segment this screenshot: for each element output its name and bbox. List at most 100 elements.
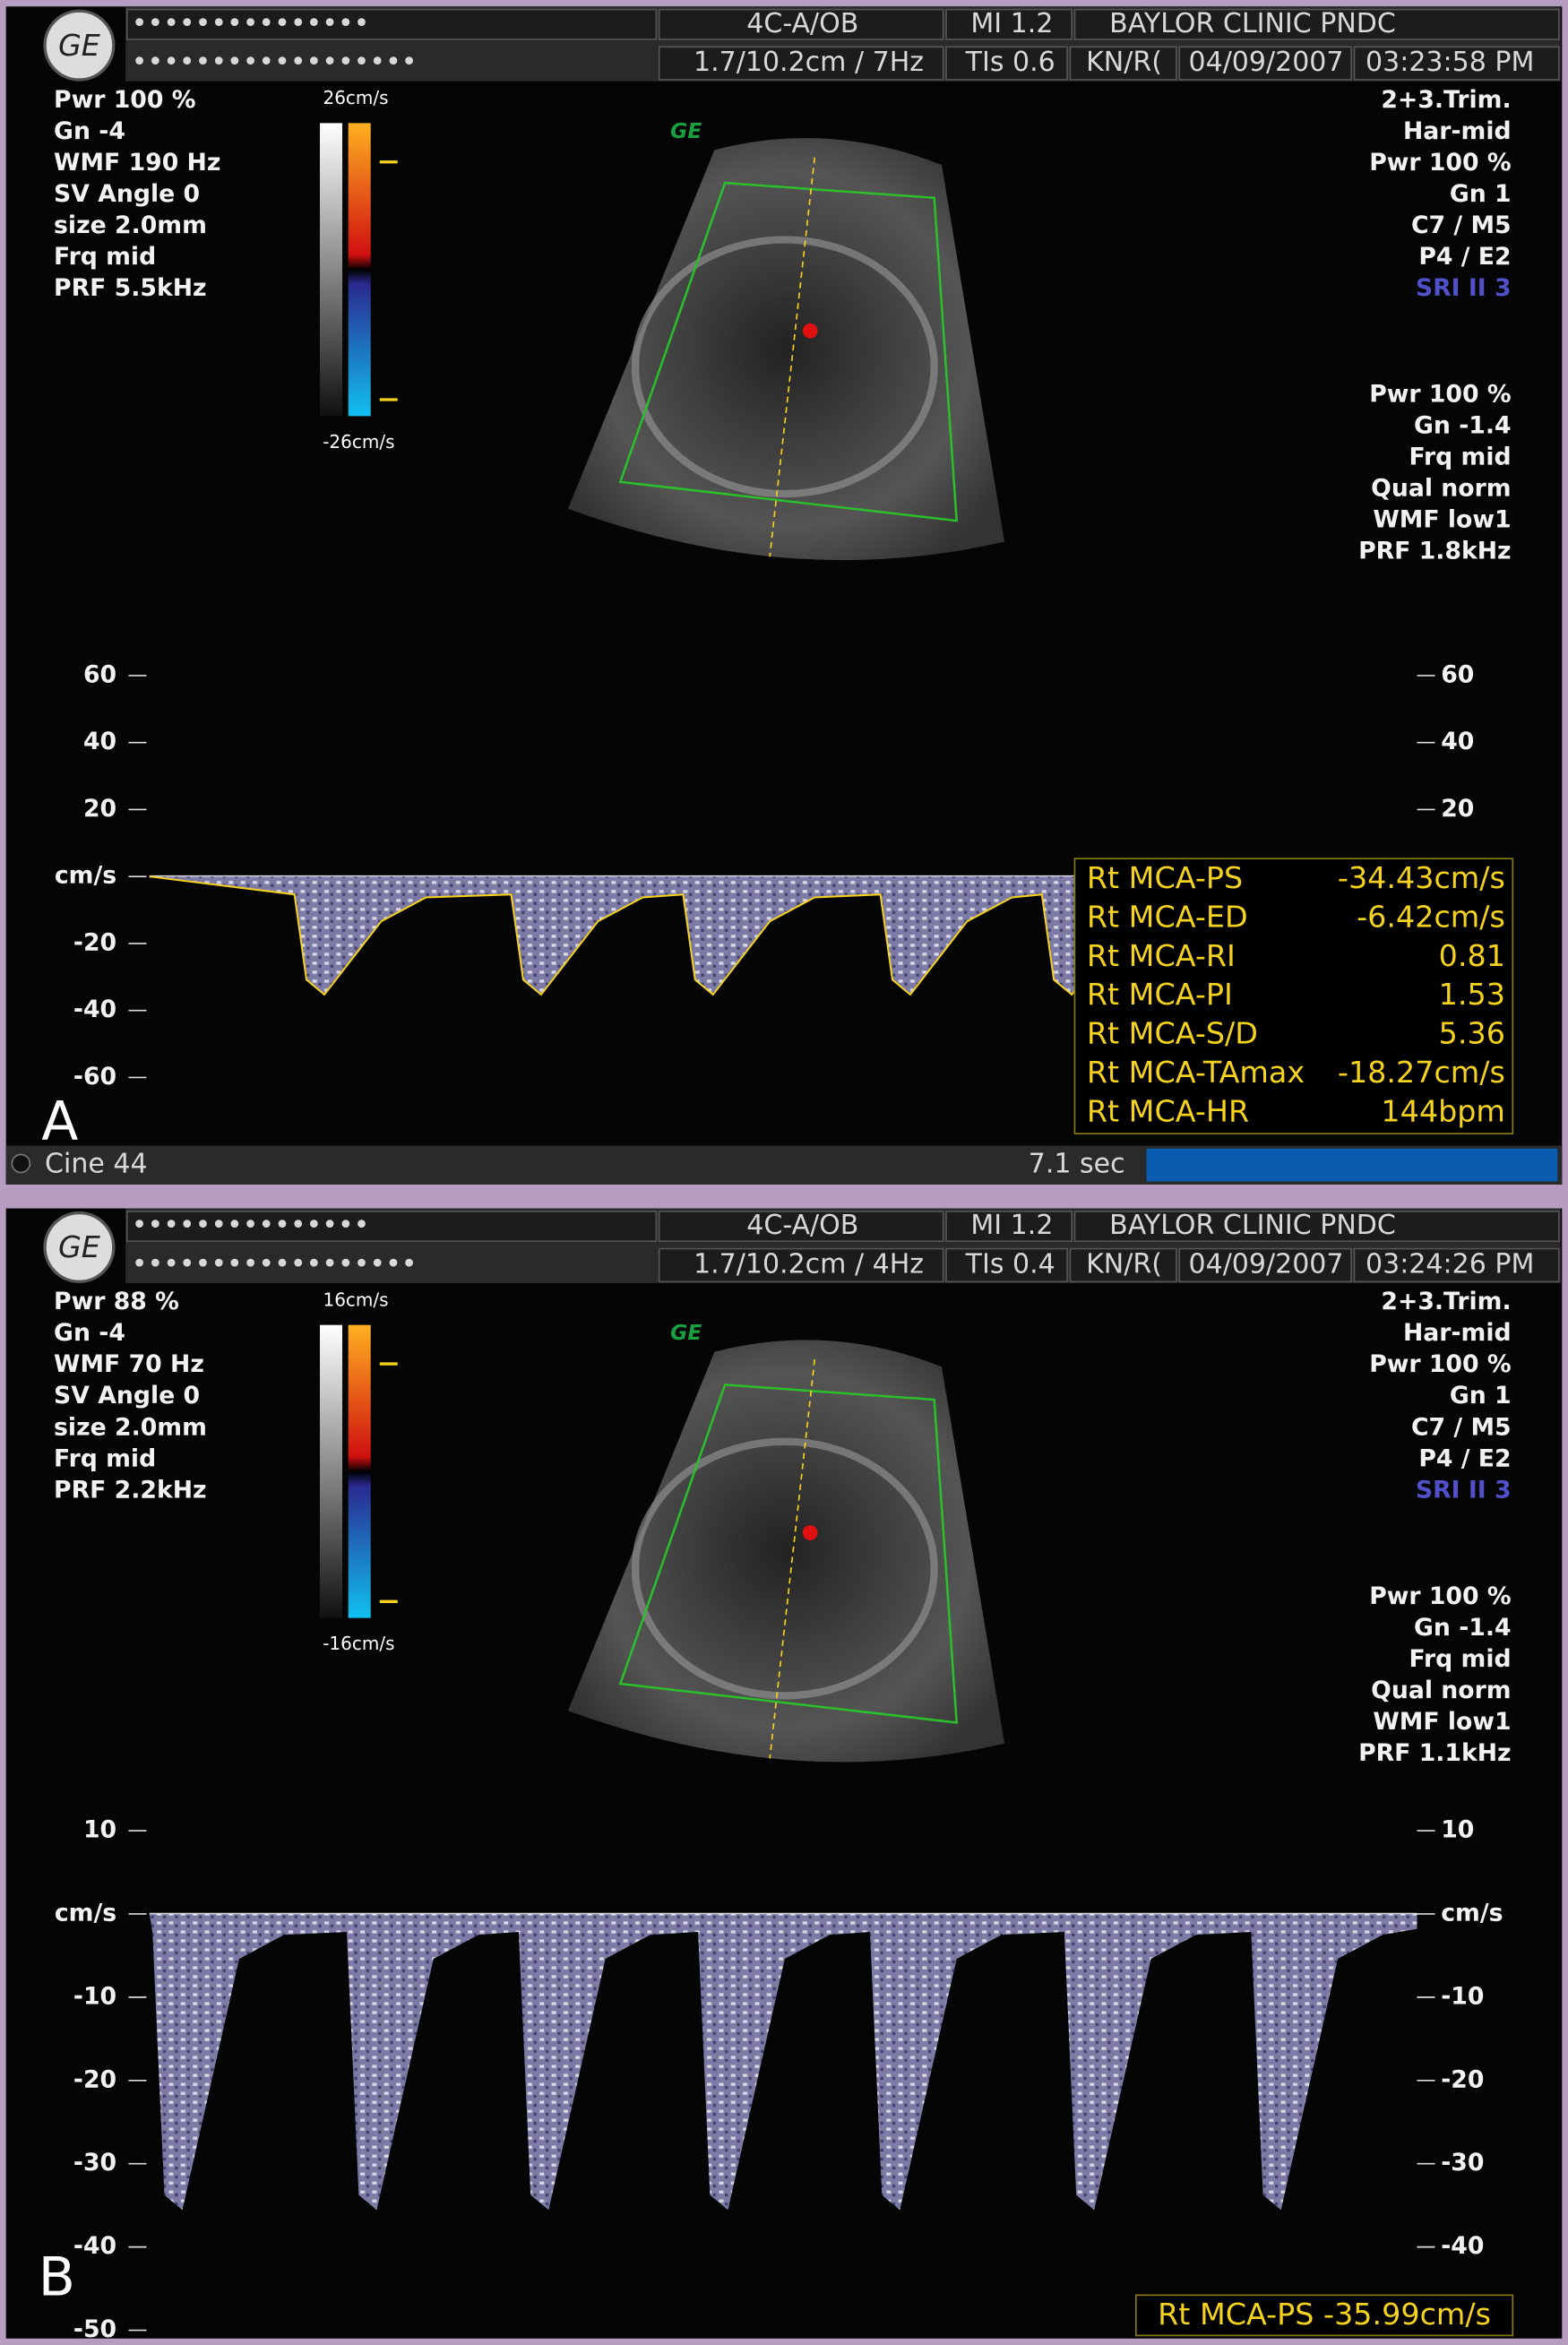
doppler-param: Frq mid — [1409, 1645, 1511, 1673]
right-tick-label: 40 — [1441, 728, 1474, 755]
header-cell — [125, 8, 658, 40]
left-tick-label: -40 — [73, 2232, 116, 2260]
right-tick-label: -40 — [1441, 2232, 1484, 2260]
header-cell — [1178, 1247, 1352, 1283]
duration: 7.1 sec — [1029, 1149, 1125, 1180]
doppler-param: Pwr 100 % — [1369, 381, 1511, 409]
header-time: 03:23:58 PM — [1366, 47, 1534, 78]
header-cell — [945, 1211, 1073, 1243]
status-dot — [11, 1153, 31, 1174]
sri: SRI II 3 — [1416, 1476, 1512, 1504]
color-param: Frq mid — [54, 1444, 156, 1472]
header-dots2: •••••••••••••••••• — [132, 1248, 418, 1280]
right-tick-label: -10 — [1441, 1982, 1484, 2010]
scale-min: -26cm/s — [323, 431, 394, 453]
probe-param: Pwr 100 % — [1369, 1350, 1511, 1378]
color-param: WMF 70 Hz — [54, 1350, 204, 1378]
header-cell — [125, 1211, 658, 1243]
header-cell — [658, 1211, 944, 1243]
doppler-param: Qual norm — [1371, 475, 1511, 503]
color-bar — [348, 1324, 371, 1618]
color-param: Pwr 100 % — [54, 86, 195, 114]
scale-max: 26cm/s — [323, 87, 388, 108]
header-time: 03:24:26 PM — [1366, 1248, 1534, 1280]
color-param: PRF 2.2kHz — [54, 1476, 207, 1504]
header-depth: 1.7/10.2cm / 7Hz — [694, 47, 924, 78]
measure-box — [1073, 858, 1514, 1134]
left-tick-label: -60 — [73, 1063, 116, 1091]
header-cell — [1073, 1211, 1560, 1243]
gray-bar — [320, 123, 343, 417]
doppler-param: PRF 1.8kHz — [1358, 538, 1512, 565]
probe-param: Har-mid — [1403, 117, 1512, 145]
header-cell — [1069, 46, 1177, 81]
header-cell — [1073, 8, 1560, 40]
color-box — [618, 1384, 959, 1724]
header-cell — [945, 1247, 1068, 1283]
header-tis: TIs 0.6 — [965, 47, 1055, 78]
color-param: Frq mid — [54, 243, 156, 271]
spectrum — [149, 1913, 1417, 2211]
color-param: SV Angle 0 — [54, 1382, 200, 1410]
measure-value: 0.81 — [1439, 938, 1505, 973]
header-depth: 1.7/10.2cm / 4Hz — [694, 1248, 924, 1280]
right-tick-label: -30 — [1441, 2149, 1484, 2177]
probe-param: 2+3.Trim. — [1381, 1288, 1511, 1315]
right-tick-label: 10 — [1441, 1816, 1474, 1844]
color-param: size 2.0mm — [54, 211, 207, 239]
probe-param: P4 / E2 — [1418, 243, 1511, 271]
left-tick-label: 20 — [83, 795, 116, 823]
scale-min: -16cm/s — [323, 1633, 394, 1654]
header-cell — [945, 46, 1068, 81]
header-dots1: ••••••••••••••• — [132, 8, 370, 39]
measure-name: Rt MCA-RI — [1087, 938, 1236, 973]
sector-logo: GE — [670, 1320, 702, 1345]
header-mi: MI 1.2 — [970, 8, 1053, 39]
probe-param: Gn 1 — [1450, 180, 1512, 208]
left-tick-label: -10 — [73, 1982, 116, 2010]
left-tick-label: cm/s — [55, 862, 116, 890]
probe-param: Gn 1 — [1450, 1382, 1512, 1410]
header-cell — [658, 46, 944, 81]
right-tick-label: -20 — [1441, 2065, 1484, 2093]
measure-value: -6.42cm/s — [1357, 899, 1505, 934]
doppler-param: Frq mid — [1409, 444, 1511, 471]
header-cell — [658, 8, 944, 40]
logo-text: GE — [58, 28, 101, 63]
header-date: 04/09/2007 — [1189, 1248, 1344, 1280]
scale-max: 16cm/s — [323, 1289, 388, 1310]
left-tick-label: -20 — [73, 2065, 116, 2093]
probe-param: C7 / M5 — [1411, 1413, 1512, 1441]
measure-value: 144bpm — [1381, 1093, 1505, 1128]
header-cell — [1353, 46, 1560, 81]
skull — [631, 236, 938, 498]
probe-param: 2+3.Trim. — [1381, 86, 1511, 114]
header-mi: MI 1.2 — [970, 1210, 1053, 1241]
measure-value: 5.36 — [1439, 1016, 1505, 1051]
color-bar — [348, 123, 371, 417]
header-tis: TIs 0.4 — [965, 1248, 1055, 1280]
header-dots1: ••••••••••••••• — [132, 1210, 370, 1241]
doppler-param: Gn -1.4 — [1414, 1614, 1512, 1642]
doppler-param: WMF low1 — [1373, 506, 1511, 534]
envelope — [149, 875, 1418, 996]
color-box — [618, 181, 959, 522]
left-tick-label: 40 — [83, 728, 116, 755]
cursor-line — [769, 157, 816, 557]
header-preset: 4C-A/OB — [746, 8, 858, 39]
left-tick-label: cm/s — [55, 1899, 116, 1927]
doppler-param: Gn -1.4 — [1414, 412, 1512, 440]
left-tick-label: 60 — [83, 660, 116, 688]
header-cell — [1069, 1247, 1177, 1283]
measure-name: Rt MCA-HR — [1087, 1093, 1249, 1128]
doppler-param: PRF 1.1kHz — [1358, 1739, 1512, 1767]
left-tick-label: -40 — [73, 996, 116, 1023]
sector-logo: GE — [670, 118, 702, 143]
color-param: Gn -4 — [54, 117, 125, 145]
measure-value: 1.53 — [1439, 977, 1505, 1012]
progress — [1146, 1148, 1558, 1182]
doppler-param: Pwr 100 % — [1369, 1582, 1511, 1610]
measure-name: Rt MCA-TAmax — [1087, 1055, 1305, 1090]
color-param: WMF 190 Hz — [54, 149, 220, 177]
